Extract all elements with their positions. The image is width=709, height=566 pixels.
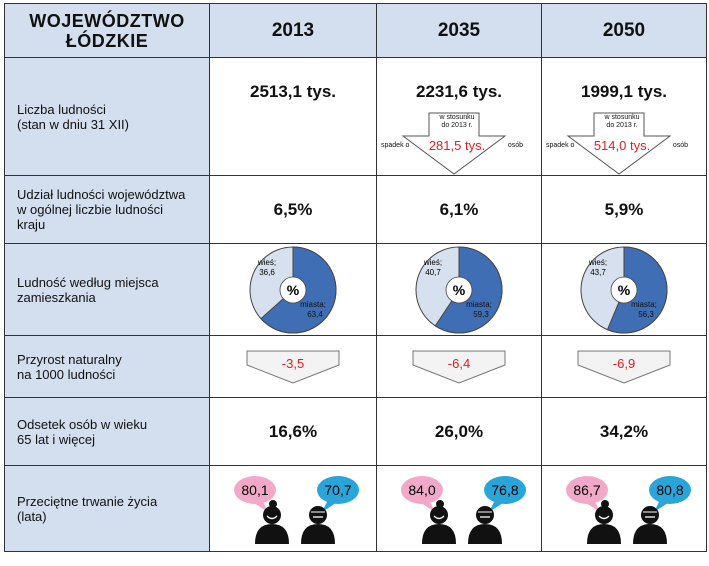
year-2050: 2050	[541, 3, 707, 58]
population-row: Liczba ludności (stan w dniu 31 XII) 251…	[4, 57, 707, 176]
male-life-value: 80,8	[656, 482, 683, 498]
female-person-icon	[587, 499, 621, 544]
growth-value: -6,4	[447, 356, 471, 371]
decline-arrow: w stosunku do 2013 r. spadek o 281,5 tys…	[381, 112, 527, 176]
decline-value: 514,0 tys.	[593, 138, 651, 153]
urban-label: miasta;	[466, 300, 492, 309]
rural-value: 40,7	[425, 268, 441, 277]
demographic-table: WOJEWÓDZTWO ŁÓDZKIE 2013 2035 2050 Liczb…	[4, 3, 707, 552]
elderly-2050: 34,2%	[541, 397, 707, 466]
growth-value: -6,9	[612, 356, 636, 371]
pie-center-label: %	[287, 282, 300, 298]
share-2013: 6,5%	[209, 175, 377, 244]
decline-value: 281,5 tys.	[428, 138, 486, 153]
share-2050: 5,9%	[541, 175, 707, 244]
residence-pie: % wieś;40,7 miasta;59,3	[415, 245, 503, 333]
pie-center	[279, 276, 307, 303]
female-person-icon	[422, 499, 456, 544]
life-2050: 86,7 80,8	[541, 465, 707, 552]
life-label: Przeciętne trwanie życia (lata)	[4, 465, 210, 552]
population-value: 2231,6 tys.	[415, 82, 502, 101]
population-value: 1999,1 tys.	[580, 82, 667, 101]
residence-2050: % wieś; 43,7 miasta; 56,3	[541, 243, 707, 336]
rural-label: wieś;	[423, 258, 442, 267]
elderly-row: Odsetek osób w wieku 65 lat i więcej 16,…	[4, 397, 707, 466]
growth-value: -3,5	[281, 356, 305, 371]
life-2013: 80,1 70,7	[209, 465, 377, 552]
urban-label: miasta;	[300, 300, 326, 309]
residence-label: Ludność według miejsca zamieszkania	[4, 243, 210, 336]
male-person-icon	[301, 505, 335, 544]
down-arrow-icon	[401, 112, 507, 175]
life-expectancy-figure: 80,1 70,7	[234, 475, 359, 544]
population-value: 2513,1 tys.	[249, 82, 336, 101]
growth-2013: -3,5	[209, 335, 377, 398]
female-life-value: 84,0	[408, 482, 435, 498]
down-arrow-icon	[577, 350, 671, 384]
female-bubble	[234, 475, 276, 504]
population-2013: 2513,1 tys.	[209, 57, 377, 176]
elderly-2035: 26,0%	[376, 397, 542, 466]
growth-2035: -6,4	[376, 335, 542, 398]
urban-value: 63,4	[307, 310, 323, 319]
male-bubble	[649, 475, 691, 504]
rural-label: wieś;	[588, 258, 607, 267]
rural-value: 36,6	[259, 268, 275, 277]
life-row: Przeciętne trwanie życia (lata) 80,1 70,7…	[4, 465, 707, 552]
residence-2035: % wieś; 40,7 miasta; 59,3	[376, 243, 542, 336]
residence-2013: % wieś; 36,6 miasta; 63,4	[209, 243, 377, 336]
population-label: Liczba ludności (stan w dniu 31 XII)	[4, 57, 210, 176]
rural-label: wieś;	[257, 258, 276, 267]
growth-label: Przyrost naturalny na 1000 ludności	[4, 335, 210, 398]
year-2035: 2035	[376, 3, 542, 58]
down-arrow-icon	[412, 350, 506, 384]
down-arrow-icon	[246, 350, 340, 384]
female-life-value: 80,1	[241, 482, 268, 498]
pie-center-label: %	[618, 282, 631, 298]
elderly-label: Odsetek osób w wieku 65 lat i więcej	[4, 397, 210, 466]
female-life-value: 86,7	[573, 482, 600, 498]
male-bubble	[317, 475, 359, 504]
male-person-icon	[633, 505, 667, 544]
rural-value: 43,7	[590, 268, 606, 277]
elderly-2013: 16,6%	[209, 397, 377, 466]
header-row: WOJEWÓDZTWO ŁÓDZKIE 2013 2035 2050	[4, 3, 707, 58]
urban-value: 59,3	[473, 310, 489, 319]
male-person-icon	[468, 505, 502, 544]
down-arrow-icon	[566, 112, 672, 175]
region-title: WOJEWÓDZTWO ŁÓDZKIE	[4, 3, 210, 58]
life-expectancy-figure: 84,0 76,8	[401, 475, 526, 544]
female-bubble	[566, 475, 608, 504]
male-life-value: 70,7	[324, 482, 351, 498]
urban-value: 56,3	[638, 310, 654, 319]
residence-pie: % wieś;43,7 miasta;56,3	[580, 245, 668, 333]
life-expectancy-figure: 86,7 80,8	[566, 475, 691, 544]
pie-center	[445, 276, 473, 303]
growth-row: Przyrost naturalny na 1000 ludności -3,5…	[4, 335, 707, 398]
female-bubble	[401, 475, 443, 504]
male-life-value: 76,8	[491, 482, 518, 498]
male-bubble	[484, 475, 526, 504]
female-person-icon	[255, 499, 289, 544]
population-2050: 1999,1 tys. w stosunku do 2013 r. spadek…	[541, 57, 707, 176]
share-2035: 6,1%	[376, 175, 542, 244]
pie-center	[610, 276, 638, 303]
life-2035: 84,0 76,8	[376, 465, 542, 552]
population-2035: 2231,6 tys. w stosunku do 2013 r. spadek…	[376, 57, 542, 176]
growth-2050: -6,9	[541, 335, 707, 398]
urban-label: miasta;	[631, 300, 657, 309]
share-row: Udział ludności województwa w ogólnej li…	[4, 175, 707, 244]
residence-row: Ludność według miejsca zamieszkania % wie…	[4, 243, 707, 336]
decline-arrow: w stosunku do 2013 r. spadek o 514,0 tys…	[546, 112, 692, 176]
residence-pie: % wieś;36,6 miasta;63,4	[249, 245, 337, 333]
share-label: Udział ludności województwa w ogólnej li…	[4, 175, 210, 244]
year-2013: 2013	[209, 3, 377, 58]
pie-center-label: %	[453, 282, 466, 298]
